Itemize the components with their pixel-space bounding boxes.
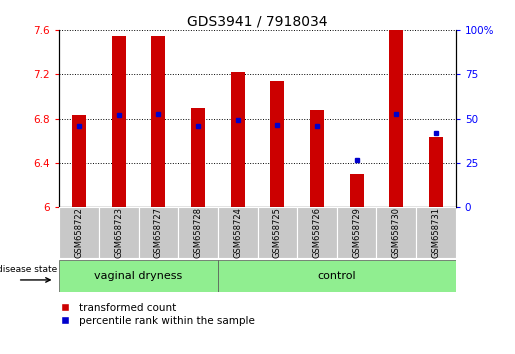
Text: control: control [317, 271, 356, 281]
Bar [218, 207, 258, 258]
Bar [191, 108, 205, 207]
Text: GSM658726: GSM658726 [313, 207, 321, 258]
Bar [297, 207, 337, 258]
Text: GSM658724: GSM658724 [233, 207, 242, 258]
Bar [151, 36, 165, 207]
Text: GSM658727: GSM658727 [154, 207, 163, 258]
Bar [59, 207, 99, 258]
Text: GSM658730: GSM658730 [392, 207, 401, 258]
Bar [178, 207, 218, 258]
Text: GSM658729: GSM658729 [352, 207, 361, 258]
Bar [218, 260, 456, 292]
Bar [99, 207, 139, 258]
Bar [270, 81, 284, 207]
Text: GSM658728: GSM658728 [194, 207, 202, 258]
Bar [350, 174, 364, 207]
Bar [416, 207, 456, 258]
Bar [376, 207, 416, 258]
Bar [72, 115, 86, 207]
Text: disease state: disease state [0, 264, 57, 274]
Bar [310, 110, 324, 207]
Bar [59, 260, 218, 292]
Bar [231, 72, 245, 207]
Bar [112, 36, 126, 207]
Bar [258, 207, 297, 258]
Text: vaginal dryness: vaginal dryness [94, 271, 183, 281]
Legend: transformed count, percentile rank within the sample: transformed count, percentile rank withi… [54, 303, 255, 326]
Text: GSM658723: GSM658723 [114, 207, 123, 258]
Bar [429, 137, 443, 207]
Text: GSM658722: GSM658722 [75, 207, 83, 258]
Bar [337, 207, 376, 258]
Bar [389, 30, 403, 207]
Title: GDS3941 / 7918034: GDS3941 / 7918034 [187, 15, 328, 29]
Text: GSM658725: GSM658725 [273, 207, 282, 258]
Bar [139, 207, 178, 258]
Text: GSM658731: GSM658731 [432, 207, 440, 258]
